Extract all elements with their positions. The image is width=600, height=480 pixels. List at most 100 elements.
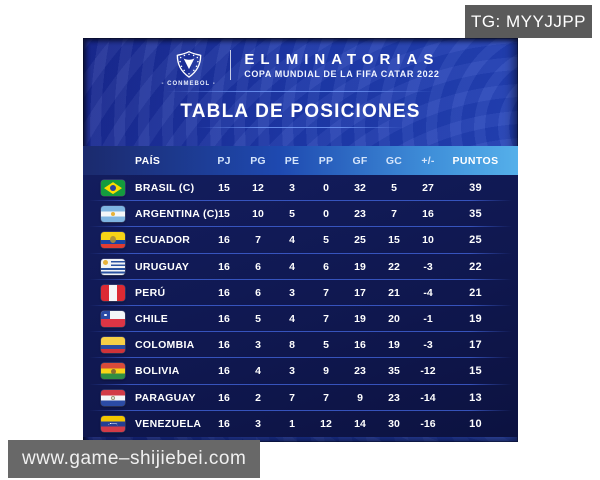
table-row: BRASIL (C) 15 12 3 0 32 5 27 39 bbox=[83, 175, 518, 202]
flag-ec-icon bbox=[101, 232, 125, 249]
stat-pe: 3 bbox=[289, 365, 295, 378]
stat-gf: 19 bbox=[354, 313, 366, 326]
conmebol-shield-icon bbox=[176, 50, 201, 78]
conmebol-caption: - CONMEBOL - bbox=[161, 80, 216, 87]
stat-pj: 16 bbox=[218, 339, 230, 352]
stat-gc: 19 bbox=[388, 339, 400, 352]
stat-dif: -12 bbox=[420, 365, 436, 378]
stat-gc: 35 bbox=[388, 365, 400, 378]
col-header-pais: PAÍS bbox=[135, 154, 161, 167]
stat-pj: 16 bbox=[218, 234, 230, 247]
stat-gf: 25 bbox=[354, 234, 366, 247]
stat-pe: 1 bbox=[289, 417, 295, 430]
flag-ar-icon bbox=[101, 206, 125, 223]
stat-gf: 23 bbox=[354, 365, 366, 378]
stat-pg: 2 bbox=[255, 391, 261, 404]
points-value: 39 bbox=[469, 182, 482, 195]
points-value: 13 bbox=[469, 391, 482, 404]
stat-pp: 12 bbox=[320, 417, 332, 430]
stat-dif: -4 bbox=[423, 286, 433, 299]
country-name: PARAGUAY bbox=[135, 391, 196, 404]
stat-pg: 5 bbox=[255, 313, 261, 326]
stat-gc: 7 bbox=[391, 208, 397, 221]
stat-gf: 32 bbox=[354, 182, 366, 195]
stat-pp: 5 bbox=[323, 339, 329, 352]
stat-pp: 7 bbox=[323, 286, 329, 299]
stat-pg: 3 bbox=[255, 339, 261, 352]
stat-gc: 30 bbox=[388, 417, 400, 430]
stat-pg: 7 bbox=[255, 234, 261, 247]
table-header-row: PAÍS PJ PG PE PP GF GC +/- PUNTOS bbox=[83, 146, 518, 175]
standings-card: - CONMEBOL - ELIMINATORIAS COPA MUNDIAL … bbox=[83, 38, 518, 442]
stat-gc: 23 bbox=[388, 391, 400, 404]
flag-pe-icon bbox=[101, 284, 125, 301]
stat-pg: 10 bbox=[252, 208, 264, 221]
flag-ve-icon bbox=[101, 415, 125, 432]
country-name: VENEZUELA bbox=[135, 417, 202, 430]
stat-pp: 9 bbox=[323, 365, 329, 378]
flag-uy-icon bbox=[101, 258, 125, 275]
divider-under-title bbox=[196, 127, 405, 128]
points-value: 25 bbox=[469, 234, 482, 247]
table-row: PARAGUAY 16 2 7 7 9 23 -14 13 bbox=[83, 385, 518, 411]
page-title: TABLA DE POSICIONES bbox=[180, 101, 421, 122]
stat-pe: 3 bbox=[289, 182, 295, 195]
stat-pp: 7 bbox=[323, 391, 329, 404]
country-name: URUGUAY bbox=[135, 260, 190, 273]
stat-pg: 12 bbox=[252, 182, 264, 195]
competition-subtitle: COPA MUNDIAL DE LA FIFA CATAR 2022 bbox=[244, 69, 440, 79]
country-name: ARGENTINA (C) bbox=[135, 208, 219, 221]
competition-title: ELIMINATORIAS bbox=[244, 51, 440, 68]
flag-cl-icon bbox=[101, 311, 125, 328]
conmebol-badge: - CONMEBOL - bbox=[162, 50, 216, 87]
stat-dif: -1 bbox=[423, 313, 433, 326]
stat-gf: 9 bbox=[357, 391, 363, 404]
stat-gc: 5 bbox=[391, 182, 397, 195]
stat-gc: 15 bbox=[388, 234, 400, 247]
col-header-gc: GC bbox=[385, 154, 403, 167]
stat-pg: 6 bbox=[255, 286, 261, 299]
table-row: BOLIVIA 16 4 3 9 23 35 -12 15 bbox=[83, 358, 518, 385]
table-row: URUGUAY 16 6 4 6 19 22 -3 22 bbox=[83, 254, 518, 280]
table-row: PERÚ 16 6 3 7 17 21 -4 21 bbox=[83, 280, 518, 307]
points-value: 10 bbox=[469, 417, 482, 430]
country-name: COLOMBIA bbox=[135, 339, 195, 352]
flag-bo-icon bbox=[101, 363, 125, 380]
stat-pj: 16 bbox=[218, 417, 230, 430]
standings-table: PAÍS PJ PG PE PP GF GC +/- PUNTOS BRASIL… bbox=[83, 146, 518, 437]
stat-gc: 22 bbox=[388, 260, 400, 273]
stat-pp: 0 bbox=[323, 182, 329, 195]
table-row: COLOMBIA 16 3 8 5 16 19 -3 17 bbox=[83, 332, 518, 359]
stat-pe: 5 bbox=[289, 208, 295, 221]
tg-overlay-badge: TG: MYYJJPP bbox=[465, 5, 592, 38]
stat-dif: -14 bbox=[420, 391, 436, 404]
stat-pj: 15 bbox=[218, 182, 230, 195]
points-value: 35 bbox=[469, 208, 482, 221]
stat-pg: 3 bbox=[255, 417, 261, 430]
stat-pe: 8 bbox=[289, 339, 295, 352]
country-name: BOLIVIA bbox=[135, 365, 180, 378]
stat-dif: -16 bbox=[420, 417, 436, 430]
stat-pp: 6 bbox=[323, 260, 329, 273]
flag-br-icon bbox=[101, 180, 125, 197]
col-header-pp: PP bbox=[318, 154, 334, 167]
country-name: ECUADOR bbox=[135, 234, 191, 247]
watermark-url: www.game–shijiebei.com bbox=[22, 448, 247, 469]
stat-pe: 3 bbox=[289, 286, 295, 299]
points-value: 15 bbox=[469, 365, 482, 378]
stat-gc: 20 bbox=[388, 313, 400, 326]
points-value: 17 bbox=[469, 339, 482, 352]
col-header-gf: GF bbox=[352, 154, 368, 167]
stat-gc: 21 bbox=[388, 286, 400, 299]
stat-pj: 15 bbox=[218, 208, 230, 221]
flag-py-icon bbox=[101, 389, 125, 406]
col-header-pg: PG bbox=[250, 154, 266, 167]
points-value: 19 bbox=[469, 313, 482, 326]
country-name: PERÚ bbox=[135, 286, 166, 299]
tg-overlay-label: TG: MYYJJPP bbox=[470, 11, 587, 31]
col-header-pj: PJ bbox=[217, 154, 231, 167]
col-header-dif: +/- bbox=[421, 154, 435, 167]
table-row: CHILE 16 5 4 7 19 20 -1 19 bbox=[83, 306, 518, 333]
country-name: BRASIL (C) bbox=[135, 182, 195, 195]
table-body: BRASIL (C) 15 12 3 0 32 5 27 39 ARGENTINA (C) 15 10… bbox=[83, 175, 518, 437]
